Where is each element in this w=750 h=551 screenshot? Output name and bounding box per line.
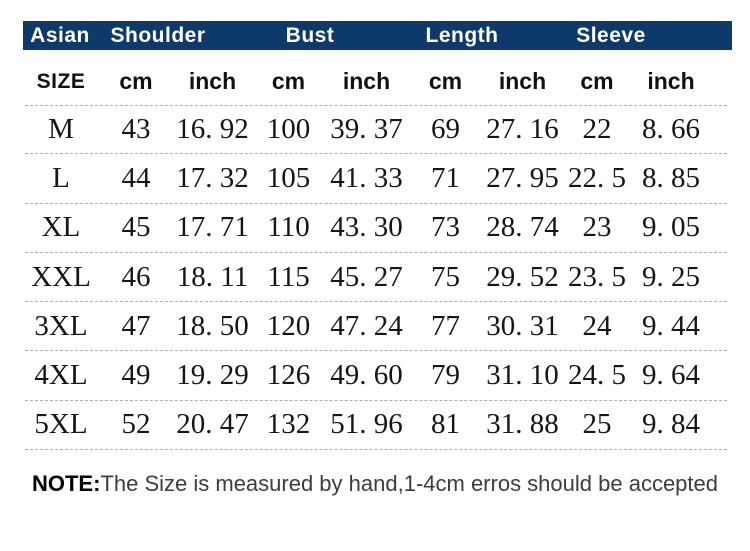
value-cell: 69 (431, 112, 460, 145)
value-cell: 30. 31 (486, 309, 559, 342)
subheader-row: SIZE cm inch cm inch cm inch cm inch (25, 58, 727, 106)
value-cell: 8. 66 (642, 112, 700, 145)
value-cell: 31. 88 (486, 408, 559, 441)
table-row: XXL 46 18. 11 115 45. 27 75 29. 52 23. 5 9. 25 (25, 253, 727, 303)
subheader-size: SIZE (36, 69, 86, 93)
value-cell: 43 (121, 112, 151, 145)
value-cell: 18. 11 (176, 260, 249, 293)
size-cell: 3XL (34, 309, 88, 342)
note-text: The Size is measured by hand,1-4cm erros… (100, 471, 718, 496)
note-prefix: NOTE: (31, 471, 101, 496)
value-cell: 9. 05 (642, 211, 700, 244)
value-cell: 28. 74 (486, 211, 559, 244)
table-row: M 43 16. 92 100 39. 37 69 27. 16 22 8. 66 (25, 105, 727, 155)
value-cell: 46 (121, 260, 151, 293)
value-cell: 27. 16 (486, 112, 559, 145)
value-cell: 120 (266, 309, 311, 342)
size-cell: L (52, 161, 70, 194)
value-cell: 47 (121, 309, 151, 342)
subheader-shoulder-cm: cm (119, 68, 153, 94)
value-cell: 19. 29 (176, 359, 249, 392)
value-cell: 105 (266, 161, 311, 194)
column-group-header-bar: Asian Shoulder Bust Length Sleeve (23, 21, 732, 50)
table-row: 5XL 52 20. 47 132 51. 96 81 31. 88 25 9. 84 (25, 401, 727, 451)
table-row: XL 45 17. 71 110 43. 30 73 28. 74 23 9. 05 (25, 204, 727, 253)
value-cell: 115 (267, 260, 310, 293)
size-cell: XXL (31, 260, 91, 293)
subheader-bust-cm: cm (271, 68, 306, 94)
value-cell: 110 (267, 211, 310, 244)
column-group-bust: Bust (285, 23, 335, 47)
value-cell: 51. 96 (330, 408, 403, 441)
value-cell: 17. 71 (176, 211, 249, 244)
value-cell: 23 (582, 211, 612, 244)
value-cell: 77 (431, 309, 460, 342)
subheader-bust-inch: inch (342, 68, 391, 94)
table-body: M 43 16. 92 100 39. 37 69 27. 16 22 8. 66 L 44 17. … (25, 105, 727, 451)
value-cell: 43. 30 (330, 211, 403, 244)
value-cell: 25 (582, 408, 612, 441)
subheader-sleeve-cm: cm (580, 68, 614, 94)
table-row: 4XL 49 19. 29 126 49. 60 79 31. 10 24. 5 9. 64 (25, 351, 727, 401)
value-cell: 41. 33 (330, 161, 403, 194)
value-cell: 9. 64 (642, 359, 700, 392)
column-group-asian: Asian (30, 23, 90, 47)
subheader-length-cm: cm (428, 68, 463, 94)
value-cell: 44 (121, 161, 151, 194)
value-cell: 45. 27 (330, 260, 403, 293)
value-cell: 24. 5 (568, 359, 626, 392)
value-cell: 29. 52 (486, 260, 559, 293)
value-cell: 9. 25 (642, 260, 700, 293)
note-line: NOTE:The Size is measured by hand,1-4cm … (0, 471, 750, 497)
value-cell: 100 (266, 112, 311, 145)
size-cell: XL (41, 211, 81, 244)
value-cell: 132 (266, 408, 311, 441)
value-cell: 39. 37 (330, 112, 403, 145)
value-cell: 18. 50 (176, 309, 249, 342)
value-cell: 23. 5 (568, 260, 626, 293)
value-cell: 16. 92 (176, 112, 249, 145)
value-cell: 22. 5 (568, 161, 626, 194)
value-cell: 52 (121, 408, 151, 441)
value-cell: 8. 85 (642, 161, 700, 194)
subheader-length-inch: inch (498, 68, 547, 94)
value-cell: 9. 84 (642, 408, 700, 441)
value-cell: 81 (431, 408, 460, 441)
value-cell: 49. 60 (330, 359, 403, 392)
value-cell: 22 (582, 112, 612, 145)
value-cell: 20. 47 (176, 408, 249, 441)
value-cell: 31. 10 (486, 359, 559, 392)
value-cell: 71 (431, 161, 460, 194)
value-cell: 24 (582, 309, 612, 342)
value-cell: 9. 44 (642, 309, 700, 342)
table-row: 3XL 47 18. 50 120 47. 24 77 30. 31 24 9. 44 (25, 302, 727, 352)
value-cell: 45 (121, 211, 151, 244)
value-cell: 126 (266, 359, 311, 392)
value-cell: 27. 95 (486, 161, 559, 194)
value-cell: 47. 24 (330, 309, 403, 342)
column-group-sleeve: Sleeve (576, 23, 646, 47)
size-cell: 5XL (34, 408, 88, 441)
column-group-length: Length (425, 23, 499, 47)
size-cell: M (48, 112, 74, 145)
size-cell: 4XL (34, 359, 88, 392)
subheader-sleeve-inch: inch (647, 68, 695, 94)
value-cell: 49 (121, 359, 151, 392)
column-group-shoulder: Shoulder (110, 23, 206, 47)
value-cell: 75 (431, 260, 460, 293)
subheader-shoulder-inch: inch (188, 68, 237, 94)
table-row: L 44 17. 32 105 41. 33 71 27. 95 22. 5 8. 85 (25, 154, 727, 204)
value-cell: 73 (431, 211, 460, 244)
value-cell: 79 (431, 359, 460, 392)
value-cell: 17. 32 (176, 161, 249, 194)
